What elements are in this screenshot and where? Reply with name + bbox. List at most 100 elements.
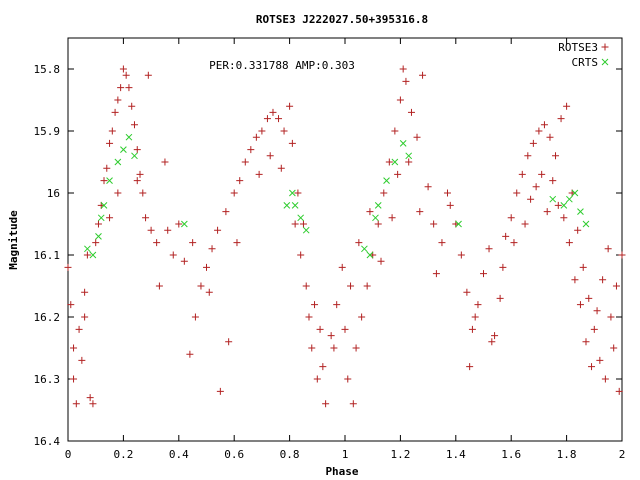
rotse3-point xyxy=(513,189,521,197)
rotse3-point xyxy=(413,133,421,141)
rotse3-point xyxy=(299,220,307,228)
rotse3-point xyxy=(471,313,479,321)
x-tick-label: 0.4 xyxy=(169,448,189,461)
rotse3-point xyxy=(588,363,596,371)
y-tick-label: 15.9 xyxy=(34,125,61,138)
rotse3-point xyxy=(128,102,136,110)
rotse3-point xyxy=(402,77,410,85)
rotse3-point xyxy=(576,301,584,309)
rotse3-point xyxy=(111,108,119,116)
rotse3-point xyxy=(147,226,155,234)
rotse3-point xyxy=(352,344,360,352)
crts-point xyxy=(391,158,399,166)
rotse3-point xyxy=(205,288,213,296)
rotse3-point xyxy=(347,282,355,290)
rotse3-point xyxy=(186,350,194,358)
rotse3-point xyxy=(108,127,116,135)
crts-point xyxy=(361,245,368,253)
rotse3-point xyxy=(125,84,133,92)
rotse3-point xyxy=(114,96,122,104)
rotse3-point xyxy=(180,257,188,265)
rotse3-point xyxy=(341,325,349,333)
crts-point xyxy=(180,220,188,228)
rotse3-point xyxy=(305,313,313,321)
rotse3-point xyxy=(75,325,83,333)
rotse3-point xyxy=(485,245,493,253)
crts-point xyxy=(582,220,590,228)
rotse3-point xyxy=(311,301,319,309)
series-rotse3 xyxy=(64,65,626,408)
rotse3-point xyxy=(72,400,80,408)
rotse3-point xyxy=(601,375,609,383)
rotse3-point xyxy=(258,127,266,135)
legend-marker-rotse3 xyxy=(601,43,609,51)
rotse3-point xyxy=(388,214,396,222)
rotse3-point xyxy=(100,177,108,185)
rotse3-point xyxy=(604,245,612,253)
x-tick-label: 1.8 xyxy=(557,448,577,461)
x-tick-label: 2 xyxy=(619,448,626,461)
rotse3-point xyxy=(457,251,465,259)
rotse3-point xyxy=(106,139,114,147)
rotse3-point xyxy=(122,71,130,79)
plot-frame xyxy=(67,37,623,442)
crts-point xyxy=(399,140,407,147)
crts-point xyxy=(405,152,413,160)
rotse3-point xyxy=(582,338,590,346)
rotse3-point xyxy=(189,239,197,247)
x-axis-label: Phase xyxy=(325,465,358,478)
rotse3-point xyxy=(92,239,100,247)
rotse3-point xyxy=(70,344,78,352)
x-tick-label: 1.6 xyxy=(501,448,521,461)
rotse3-point xyxy=(114,189,122,197)
crts-point xyxy=(131,152,138,160)
rotse3-point xyxy=(612,282,620,290)
chart-title: ROTSE3 J222027.50+395316.8 xyxy=(256,13,428,26)
rotse3-point xyxy=(297,251,305,259)
rotse3-point xyxy=(117,84,125,92)
rotse3-point xyxy=(394,170,402,178)
rotse3-point xyxy=(543,208,551,216)
rotse3-point xyxy=(563,102,571,110)
rotse3-point xyxy=(83,251,91,259)
rotse3-point xyxy=(502,232,510,240)
rotse3-point xyxy=(521,220,529,228)
x-axis-ticks: 0 0.2 0.4 0.6 0.8 1 1.2 1.4 1.6 1.8 2 xyxy=(65,38,626,461)
rotse3-point xyxy=(554,201,562,209)
rotse3-point xyxy=(142,214,150,222)
rotse3-point xyxy=(67,301,75,309)
rotse3-point xyxy=(546,133,554,141)
rotse3-point xyxy=(81,288,89,296)
x-tick-label: 1 xyxy=(342,448,349,461)
crts-point xyxy=(374,202,382,209)
crts-point xyxy=(455,220,462,228)
rotse3-point xyxy=(618,251,626,259)
rotse3-point xyxy=(480,270,487,278)
crts-point xyxy=(297,214,305,222)
rotse3-point xyxy=(286,102,294,110)
rotse3-point xyxy=(574,226,582,234)
crts-point xyxy=(114,158,122,166)
y-axis-ticks: 15.8 15.9 16 16.1 16.2 16.3 16.4 xyxy=(34,63,622,448)
rotse3-point xyxy=(571,276,579,284)
rotse3-point xyxy=(349,400,357,408)
rotse3-point xyxy=(266,152,274,160)
rotse3-point xyxy=(322,400,330,408)
rotse3-point xyxy=(596,356,604,364)
rotse3-point xyxy=(255,170,263,178)
y-tick-label: 16 xyxy=(47,187,60,200)
rotse3-point xyxy=(191,313,199,321)
rotse3-point xyxy=(139,189,147,197)
y-axis-label: Magnitude xyxy=(7,210,20,270)
rotse3-point xyxy=(607,313,615,321)
rotse3-point xyxy=(277,164,285,172)
x-tick-label: 1.4 xyxy=(446,448,466,461)
rotse3-point xyxy=(208,245,216,253)
rotse3-point xyxy=(230,189,238,197)
y-tick-label: 16.1 xyxy=(34,249,61,262)
x-tick-label: 1.2 xyxy=(390,448,410,461)
rotse3-point xyxy=(164,226,172,234)
crts-point xyxy=(97,214,105,222)
crts-point xyxy=(283,202,291,209)
